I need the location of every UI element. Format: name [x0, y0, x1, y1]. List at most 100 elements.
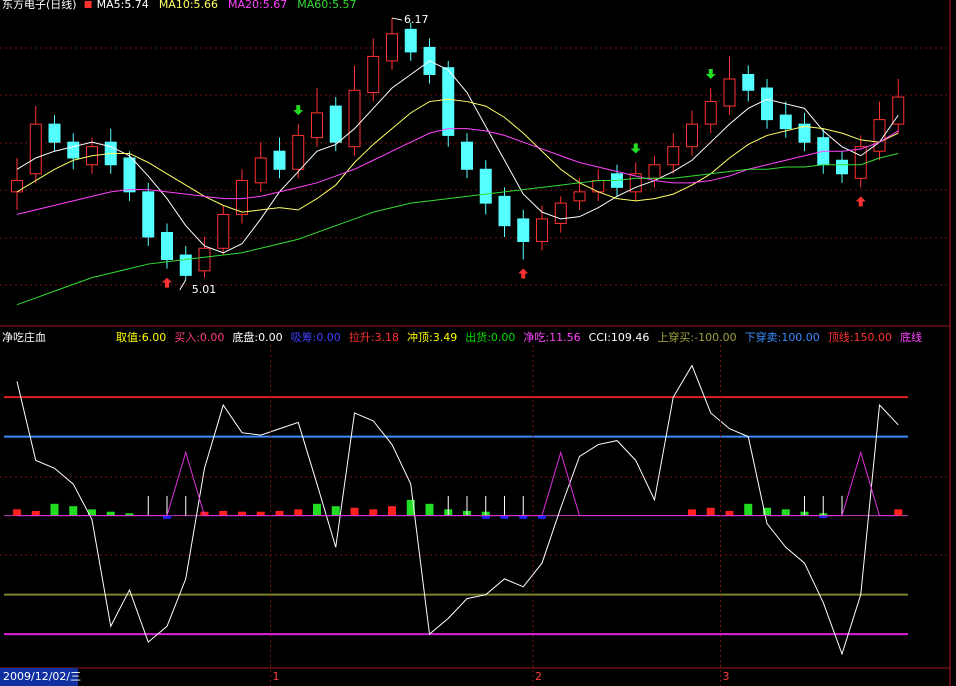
hist-bar	[481, 515, 490, 519]
legend-entry: 下穿卖:100.00	[745, 330, 820, 344]
hist-bar	[219, 510, 228, 516]
hist-bar	[688, 509, 696, 516]
candle-body	[798, 123, 811, 143]
legend-entry: MA60:5.57	[297, 0, 356, 11]
candle-body	[479, 168, 492, 204]
hist-bar	[238, 511, 246, 516]
ma-line	[16, 128, 899, 215]
candle-body	[292, 134, 305, 170]
legend-entry: MA10:5.66	[159, 0, 218, 11]
hist-bar	[706, 507, 715, 516]
hist-bar	[31, 510, 40, 516]
candle-body	[761, 87, 773, 121]
candle-body	[67, 141, 80, 159]
candle-body	[442, 67, 455, 136]
hist-bar	[106, 511, 115, 516]
legend-entry: 净吃:11.56	[523, 330, 580, 344]
candle-body	[179, 254, 192, 276]
legend-entry: MA20:5.67	[228, 0, 287, 11]
candle-body	[386, 33, 398, 62]
hist-bar	[13, 509, 21, 516]
hist-bar	[500, 515, 509, 519]
hist-bar	[313, 503, 321, 516]
candle-body	[254, 157, 267, 184]
hist-bar	[406, 499, 415, 516]
candle-body	[367, 55, 380, 94]
legend-entry: 取值:6.00	[116, 331, 166, 344]
ma-line	[16, 98, 899, 213]
low-label: 5.01	[192, 283, 217, 296]
candle-body	[554, 202, 567, 224]
hist-bar	[125, 513, 134, 516]
legend-entry: 拉升:3.18	[349, 330, 399, 344]
candle-body	[892, 96, 905, 125]
grid	[0, 47, 950, 556]
candle-body	[404, 28, 417, 53]
hist-bar	[763, 507, 771, 516]
hist-bar	[163, 515, 171, 519]
hist-bar	[388, 506, 396, 516]
hist-bar	[200, 511, 209, 516]
candle-body	[11, 180, 23, 193]
date-label: 2009/12/02/三	[3, 670, 81, 683]
legend-entry: 底线	[900, 330, 922, 344]
hist-bar	[519, 515, 528, 519]
month-label: 2	[535, 670, 542, 683]
hist-bar	[50, 503, 59, 516]
candle-body	[498, 195, 511, 227]
hist-bar	[256, 511, 265, 516]
hist-bar	[294, 509, 303, 516]
candle-body	[779, 114, 792, 130]
buy-arrow	[855, 196, 866, 207]
candle-body	[667, 146, 680, 166]
legend-entry: MA5:5.74	[97, 0, 149, 11]
candle-body	[273, 150, 286, 170]
legend-marker	[84, 1, 92, 8]
candle-body	[573, 191, 586, 202]
candle-body	[536, 218, 548, 242]
legend-entry: 吸筹:0.00	[291, 330, 341, 344]
candle-body	[48, 123, 61, 143]
high-pointer	[391, 17, 403, 21]
legend-entry: 上穿买:-100.00	[657, 330, 736, 344]
legend-entry: 底盘:0.00	[232, 330, 282, 344]
candle-body	[686, 123, 698, 148]
indicator-line	[17, 450, 899, 517]
sell-arrow	[705, 69, 716, 80]
legend-entry: 顶线:150.00	[828, 330, 892, 344]
hist-bar	[425, 503, 434, 516]
candle-body	[873, 119, 886, 152]
low-pointer	[179, 279, 187, 291]
hist-bar	[350, 507, 359, 516]
high-label: 6.17	[404, 13, 429, 26]
candle-body	[29, 123, 42, 175]
hist-bar	[725, 510, 734, 516]
candle-body	[329, 105, 342, 143]
month-label: 1	[273, 670, 280, 683]
candle-body	[629, 173, 642, 193]
hist-bar	[781, 509, 790, 516]
legend-entry: 买入:0.00	[174, 331, 224, 344]
legend-entry: 出货:0.00	[465, 330, 515, 344]
ma-line	[16, 152, 899, 306]
hist-bar	[819, 515, 828, 519]
candle-body	[648, 164, 661, 179]
candle-body	[836, 159, 848, 175]
hist-bar	[744, 503, 753, 516]
date-box	[0, 668, 78, 686]
candle-body	[311, 112, 323, 139]
hist-bar	[275, 510, 284, 516]
ma-line	[16, 60, 899, 254]
hist-bar	[894, 509, 903, 516]
candle-body	[348, 89, 361, 148]
candle-body	[198, 247, 211, 272]
candle-body	[142, 191, 155, 238]
buy-arrow	[518, 268, 529, 279]
sell-arrow	[630, 143, 641, 154]
candle-body	[723, 78, 736, 107]
hist-bar	[538, 515, 546, 519]
candle-body	[704, 101, 717, 125]
buy-arrow	[162, 277, 172, 288]
